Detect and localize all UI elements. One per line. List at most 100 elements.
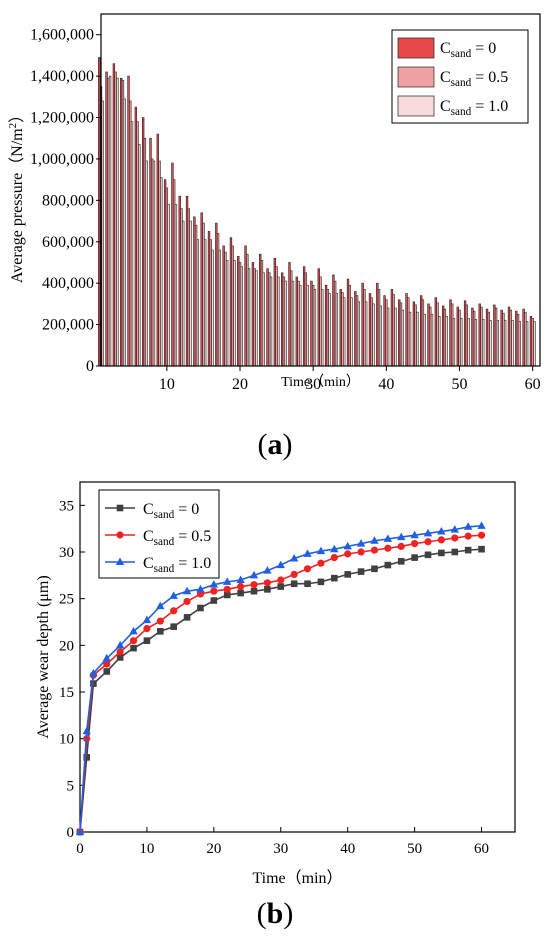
legend-swatch-a-0 <box>397 37 435 59</box>
bar-s2-13 <box>189 220 192 367</box>
point-b-s0-56 <box>451 548 459 556</box>
point-b-s1-38 <box>330 554 338 562</box>
point-b-s2-28 <box>263 566 272 574</box>
xtick-label-b-30: 30 <box>273 841 288 857</box>
point-b-s0-38 <box>331 574 338 582</box>
ytick-label-b-0: 0 <box>67 825 75 841</box>
point-b-s0-2 <box>90 680 97 687</box>
point-b-s2-30 <box>276 560 285 569</box>
bar-s2-42 <box>401 309 404 367</box>
point-b-s0-36 <box>317 578 325 586</box>
xtick-label-a-50: 50 <box>452 376 468 393</box>
ytick-label-a-1000000: 1,000,000 <box>30 151 94 168</box>
bar-s2-40 <box>386 307 390 367</box>
bar-s2-52 <box>474 319 478 367</box>
bar-s2-59 <box>525 321 529 367</box>
bar-s2-37 <box>364 301 368 367</box>
bar-s2-14 <box>196 239 200 367</box>
ytick-label-a-1600000: 1,600,000 <box>30 27 94 44</box>
point-b-s1-10 <box>143 624 151 633</box>
legend-label-a-1: Csand = 0.5 <box>440 69 508 89</box>
point-b-s2-6 <box>115 640 125 649</box>
point-b-s2-50 <box>410 530 419 539</box>
xtick-label-a-30: 30 <box>305 376 321 393</box>
bar-s2-1 <box>101 100 104 367</box>
bar-s2-54 <box>489 320 492 367</box>
point-b-s1-28 <box>263 579 271 587</box>
xtick-label-b-20: 20 <box>206 841 221 857</box>
point-b-s1-36 <box>317 559 325 567</box>
ytick-label-a-200000: 200,000 <box>42 317 94 334</box>
bar-s2-2 <box>108 75 112 367</box>
point-b-s1-52 <box>424 538 432 546</box>
point-b-s2-48 <box>397 532 406 541</box>
point-b-s1-8 <box>129 637 138 645</box>
bar-s2-48 <box>445 316 448 367</box>
bar-s2-38 <box>372 303 375 367</box>
point-b-s1-6 <box>116 648 124 656</box>
point-b-s0-4 <box>103 668 111 675</box>
bar-s2-15 <box>204 239 207 367</box>
point-b-s2-58 <box>463 522 473 530</box>
point-b-s1-30 <box>277 576 285 584</box>
ytick-label-b-20: 20 <box>59 638 74 654</box>
bar-s2-43 <box>408 311 412 367</box>
ytick-label-a-0: 0 <box>86 358 94 375</box>
ytick-label-a-1200000: 1,200,000 <box>30 110 94 127</box>
ytick-label-b-25: 25 <box>59 592 74 608</box>
point-b-s1-60 <box>477 531 486 539</box>
bar-s2-28 <box>299 284 302 367</box>
ytick-label-a-600000: 600,000 <box>42 234 94 251</box>
point-b-s1-48 <box>397 542 405 551</box>
point-b-s2-14 <box>169 591 178 599</box>
point-b-s2-1 <box>82 726 91 735</box>
point-b-s0-32 <box>290 580 298 588</box>
legend-marker-b-2 <box>115 557 125 565</box>
point-b-s2-52 <box>423 528 433 537</box>
point-b-s0-34 <box>304 580 311 588</box>
xtick-label-b-0: 0 <box>76 841 84 857</box>
point-b-s2-16 <box>182 586 192 595</box>
point-b-s2-10 <box>142 615 152 624</box>
legend-marker-b-0 <box>116 504 124 512</box>
point-b-s1-54 <box>437 536 445 544</box>
y-axis-label-a: Average pressure（N/m2） <box>7 107 26 283</box>
bar-s2-10 <box>167 204 170 367</box>
point-b-s2-20 <box>209 580 219 588</box>
bar-s2-4 <box>123 98 126 367</box>
point-b-s0-6 <box>116 654 124 661</box>
point-b-s2-54 <box>437 526 446 535</box>
bar-s2-17 <box>218 249 221 367</box>
point-b-s0-54 <box>438 549 445 557</box>
panel-label-b: (b) <box>256 897 294 930</box>
point-b-s2-12 <box>156 601 165 610</box>
bar-s2-57 <box>511 320 514 367</box>
bar-s2-30 <box>313 289 317 367</box>
ytick-label-a-1400000: 1,400,000 <box>30 68 94 85</box>
bar-s2-34 <box>343 297 346 367</box>
y-axis-label-b: Average wear depth (μm) <box>35 575 52 738</box>
point-b-s1-50 <box>411 540 419 548</box>
legend-marker-b-1 <box>116 531 124 539</box>
xtick-label-b-40: 40 <box>340 841 355 857</box>
x-axis-label-a: Time（min） <box>281 374 360 390</box>
bar-s2-31 <box>321 289 324 367</box>
point-b-s2-4 <box>102 653 111 662</box>
ytick-label-b-5: 5 <box>67 778 75 794</box>
xtick-label-a-40: 40 <box>378 376 394 393</box>
point-b-s0-48 <box>397 558 405 565</box>
point-b-s0-12 <box>157 628 164 635</box>
point-b-s0-44 <box>371 565 378 573</box>
ytick-label-b-35: 35 <box>59 498 74 514</box>
point-b-s2-22 <box>223 577 232 585</box>
point-b-s0-26 <box>250 587 258 595</box>
bar-s2-44 <box>416 311 419 367</box>
bar-s2-55 <box>496 320 500 367</box>
ytick-label-a-400000: 400,000 <box>42 275 94 292</box>
ytick-label-b-15: 15 <box>59 685 74 701</box>
bar-s2-29 <box>306 284 309 367</box>
bar-s2-60 <box>533 321 536 367</box>
point-b-s2-40 <box>343 541 352 550</box>
point-b-s0-28 <box>264 586 271 593</box>
